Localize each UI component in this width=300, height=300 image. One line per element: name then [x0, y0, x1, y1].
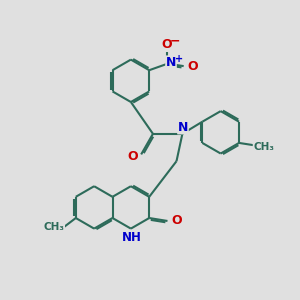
Text: NH: NH [122, 231, 141, 244]
Text: O: O [128, 150, 138, 163]
Text: N: N [166, 56, 176, 69]
Text: CH₃: CH₃ [253, 142, 274, 152]
Text: N: N [178, 121, 188, 134]
Text: CH₃: CH₃ [44, 222, 64, 233]
Text: +: + [175, 54, 183, 64]
Text: O: O [171, 214, 181, 227]
Text: O: O [162, 38, 172, 51]
Text: O: O [187, 60, 198, 73]
Text: −: − [170, 34, 180, 47]
